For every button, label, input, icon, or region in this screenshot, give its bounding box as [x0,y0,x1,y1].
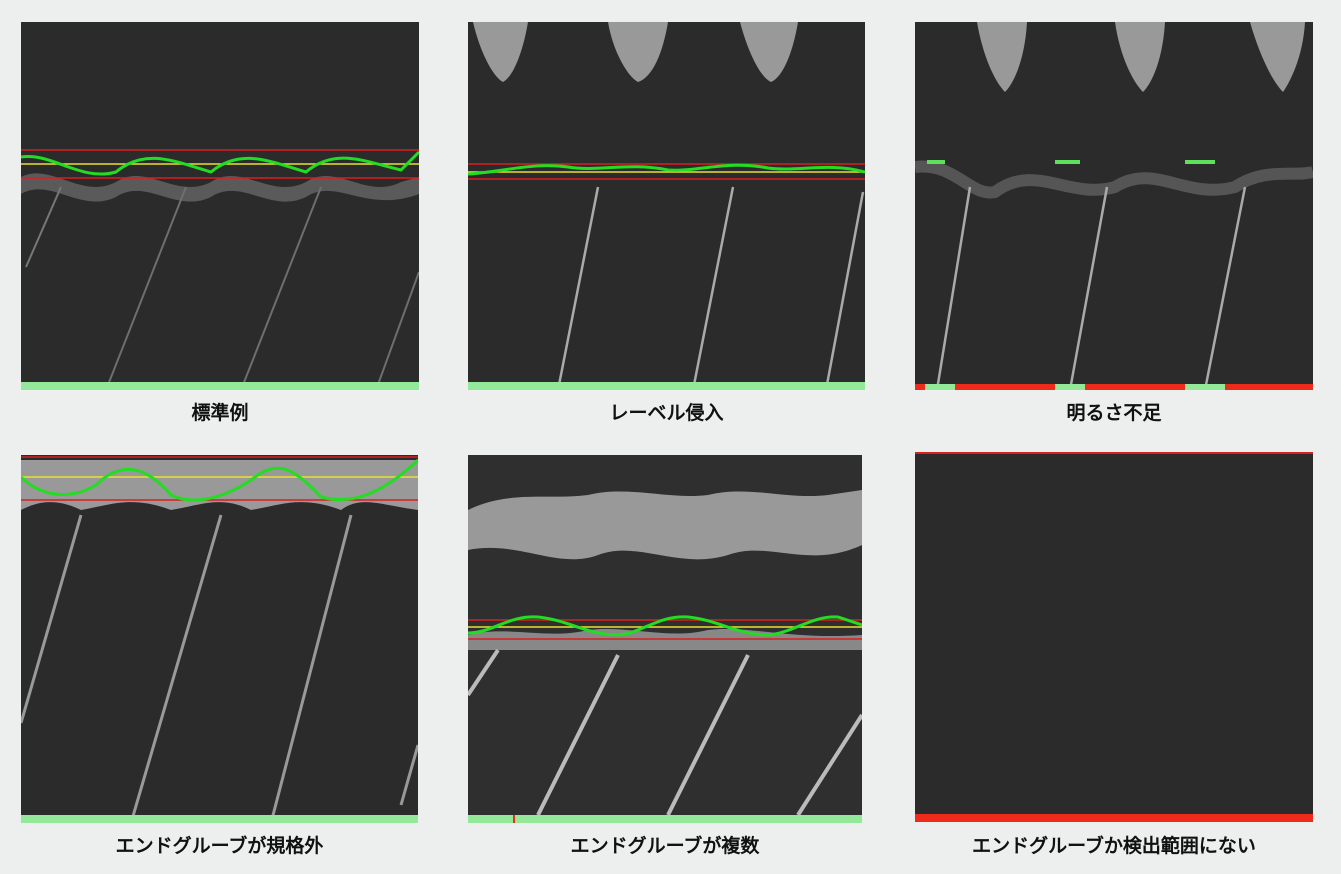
panel-out-of-spec [21,455,418,823]
caption-low-brightness: 明るさ不足 [1066,402,1162,424]
caption-standard: 標準例 [191,402,249,424]
label-region [977,22,1027,92]
panel-label-intrusion [468,22,865,390]
label-region [608,22,668,82]
status-bar [21,815,418,823]
status-bar-marker [513,815,515,823]
panel-low-brightness [915,22,1313,390]
spiral-line [269,514,353,823]
groove-band [21,173,419,202]
detection-curve [21,150,419,176]
spiral-line [399,744,418,806]
scan-image-out-of-range [915,452,1313,822]
panel-standard [21,22,419,390]
label-region [473,22,528,82]
spiral-line [129,514,223,823]
scan-image-label-intrusion [468,22,865,390]
spiral-line [556,186,600,390]
label-region [740,22,798,82]
scan-image-low-brightness [915,22,1313,390]
status-bar [468,382,865,390]
spiral-line [105,186,187,390]
spiral-line [796,713,862,817]
scan-image-standard [21,22,419,390]
spiral-line [25,186,62,268]
status-bar-ok-segment [1185,384,1225,390]
spiral-line [824,191,865,390]
detection-curve [468,163,865,176]
label-region [1250,22,1305,92]
status-bar [468,815,862,823]
panel-out-of-range [915,452,1313,822]
status-bar [915,384,1313,390]
detection-mark [927,160,945,164]
status-bar [915,814,1313,822]
status-bar-ok-segment [1055,384,1085,390]
spiral-line [240,186,322,390]
detection-mark [1055,160,1080,164]
caption-multiple: エンドグルーブが複数 [570,835,760,857]
spiral-line [1203,186,1247,390]
groove-band [468,490,862,560]
detection-curve [468,615,862,637]
status-bar [21,382,419,390]
detection-curve [21,458,418,502]
caption-out-of-spec: エンドグルーブが規格外 [115,835,324,857]
scan-image-multiple [468,455,862,823]
caption-label-intrusion: レーベル侵入 [609,402,724,424]
spiral-line [375,271,419,390]
spiral-line [666,654,750,816]
groove-band [21,460,418,510]
spiral-line [1068,186,1109,390]
panel-multiple [468,455,862,823]
scan-image-out-of-spec [21,455,418,823]
label-region [1115,22,1165,92]
spiral-line [468,648,500,697]
spiral-line [691,186,735,390]
status-bar-ok-segment [925,384,955,390]
caption-out-of-range: エンドグルーブか検出範囲にない [972,835,1256,857]
groove-band [915,160,1313,199]
detection-mark [1185,160,1215,164]
spiral-line [536,654,620,816]
spiral-line [21,514,83,724]
spiral-line [935,186,972,390]
